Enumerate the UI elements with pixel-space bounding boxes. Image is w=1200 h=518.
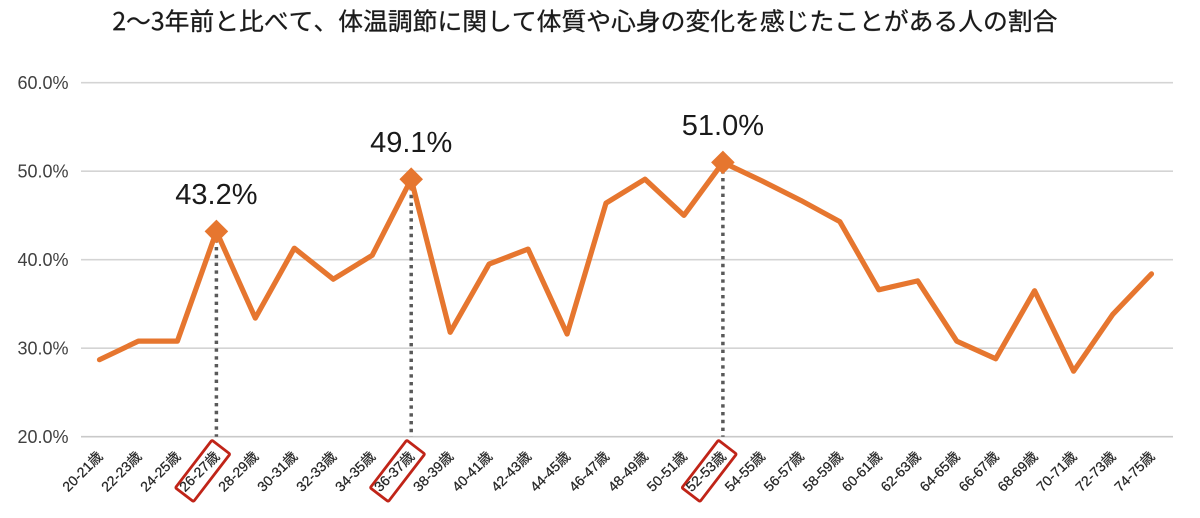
svg-text:60.0%: 60.0% bbox=[17, 73, 68, 93]
svg-text:40.0%: 40.0% bbox=[17, 250, 68, 270]
svg-text:49.1%: 49.1% bbox=[370, 127, 452, 159]
svg-text:30.0%: 30.0% bbox=[17, 339, 68, 359]
svg-text:50.0%: 50.0% bbox=[17, 162, 68, 182]
svg-text:51.0%: 51.0% bbox=[682, 110, 764, 142]
svg-text:20.0%: 20.0% bbox=[17, 427, 68, 447]
svg-text:43.2%: 43.2% bbox=[175, 179, 257, 211]
